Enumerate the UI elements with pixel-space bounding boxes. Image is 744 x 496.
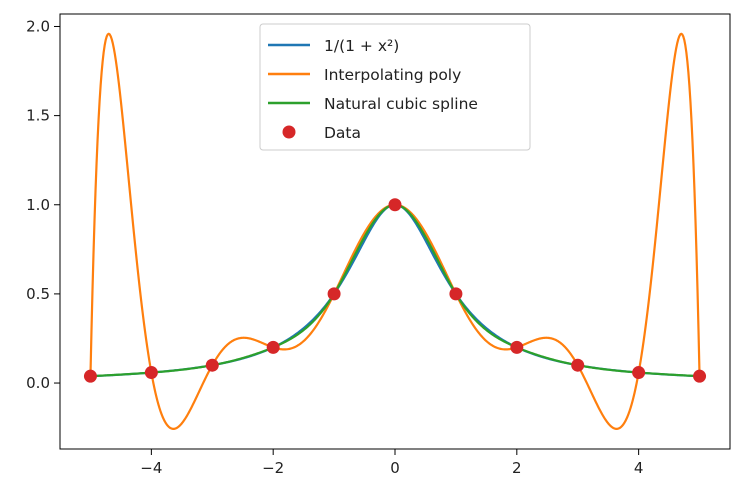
- data-point: [693, 369, 707, 383]
- y-tick-label: 0.0: [26, 374, 50, 392]
- legend-label-runge: 1/(1 + x²): [324, 37, 399, 55]
- data-markers: [83, 198, 707, 383]
- legend-box: [259, 23, 531, 151]
- y-axis-ticks: 0.0 0.5 1.0 1.5 2.0: [26, 17, 60, 392]
- x-tick-label: 2: [512, 459, 522, 477]
- data-point: [510, 340, 524, 354]
- legend-label-data: Data: [324, 124, 361, 142]
- legend-label-natural-cubic-spline: Natural cubic spline: [324, 95, 478, 113]
- data-point: [388, 198, 402, 212]
- data-point: [205, 358, 219, 372]
- data-point: [327, 287, 341, 301]
- legend-label-interpolating-poly: Interpolating poly: [324, 66, 461, 84]
- x-tick-label: −4: [140, 459, 162, 477]
- x-axis-ticks: −4 −2 0 2 4: [140, 449, 643, 477]
- y-tick-label: 0.5: [26, 285, 50, 303]
- data-point: [83, 369, 97, 383]
- x-tick-label: −2: [262, 459, 284, 477]
- y-tick-label: 1.0: [26, 196, 50, 214]
- data-point: [449, 287, 463, 301]
- legend-swatch-data: [282, 125, 296, 139]
- y-tick-label: 1.5: [26, 107, 50, 125]
- data-point: [144, 366, 158, 380]
- y-tick-label: 2.0: [26, 17, 50, 35]
- legend: 1/(1 + x²) Interpolating poly Natural cu…: [259, 23, 531, 151]
- data-point: [266, 340, 280, 354]
- data-point: [571, 358, 585, 372]
- x-tick-label: 0: [390, 459, 400, 477]
- data-point: [632, 366, 646, 380]
- x-tick-label: 4: [634, 459, 644, 477]
